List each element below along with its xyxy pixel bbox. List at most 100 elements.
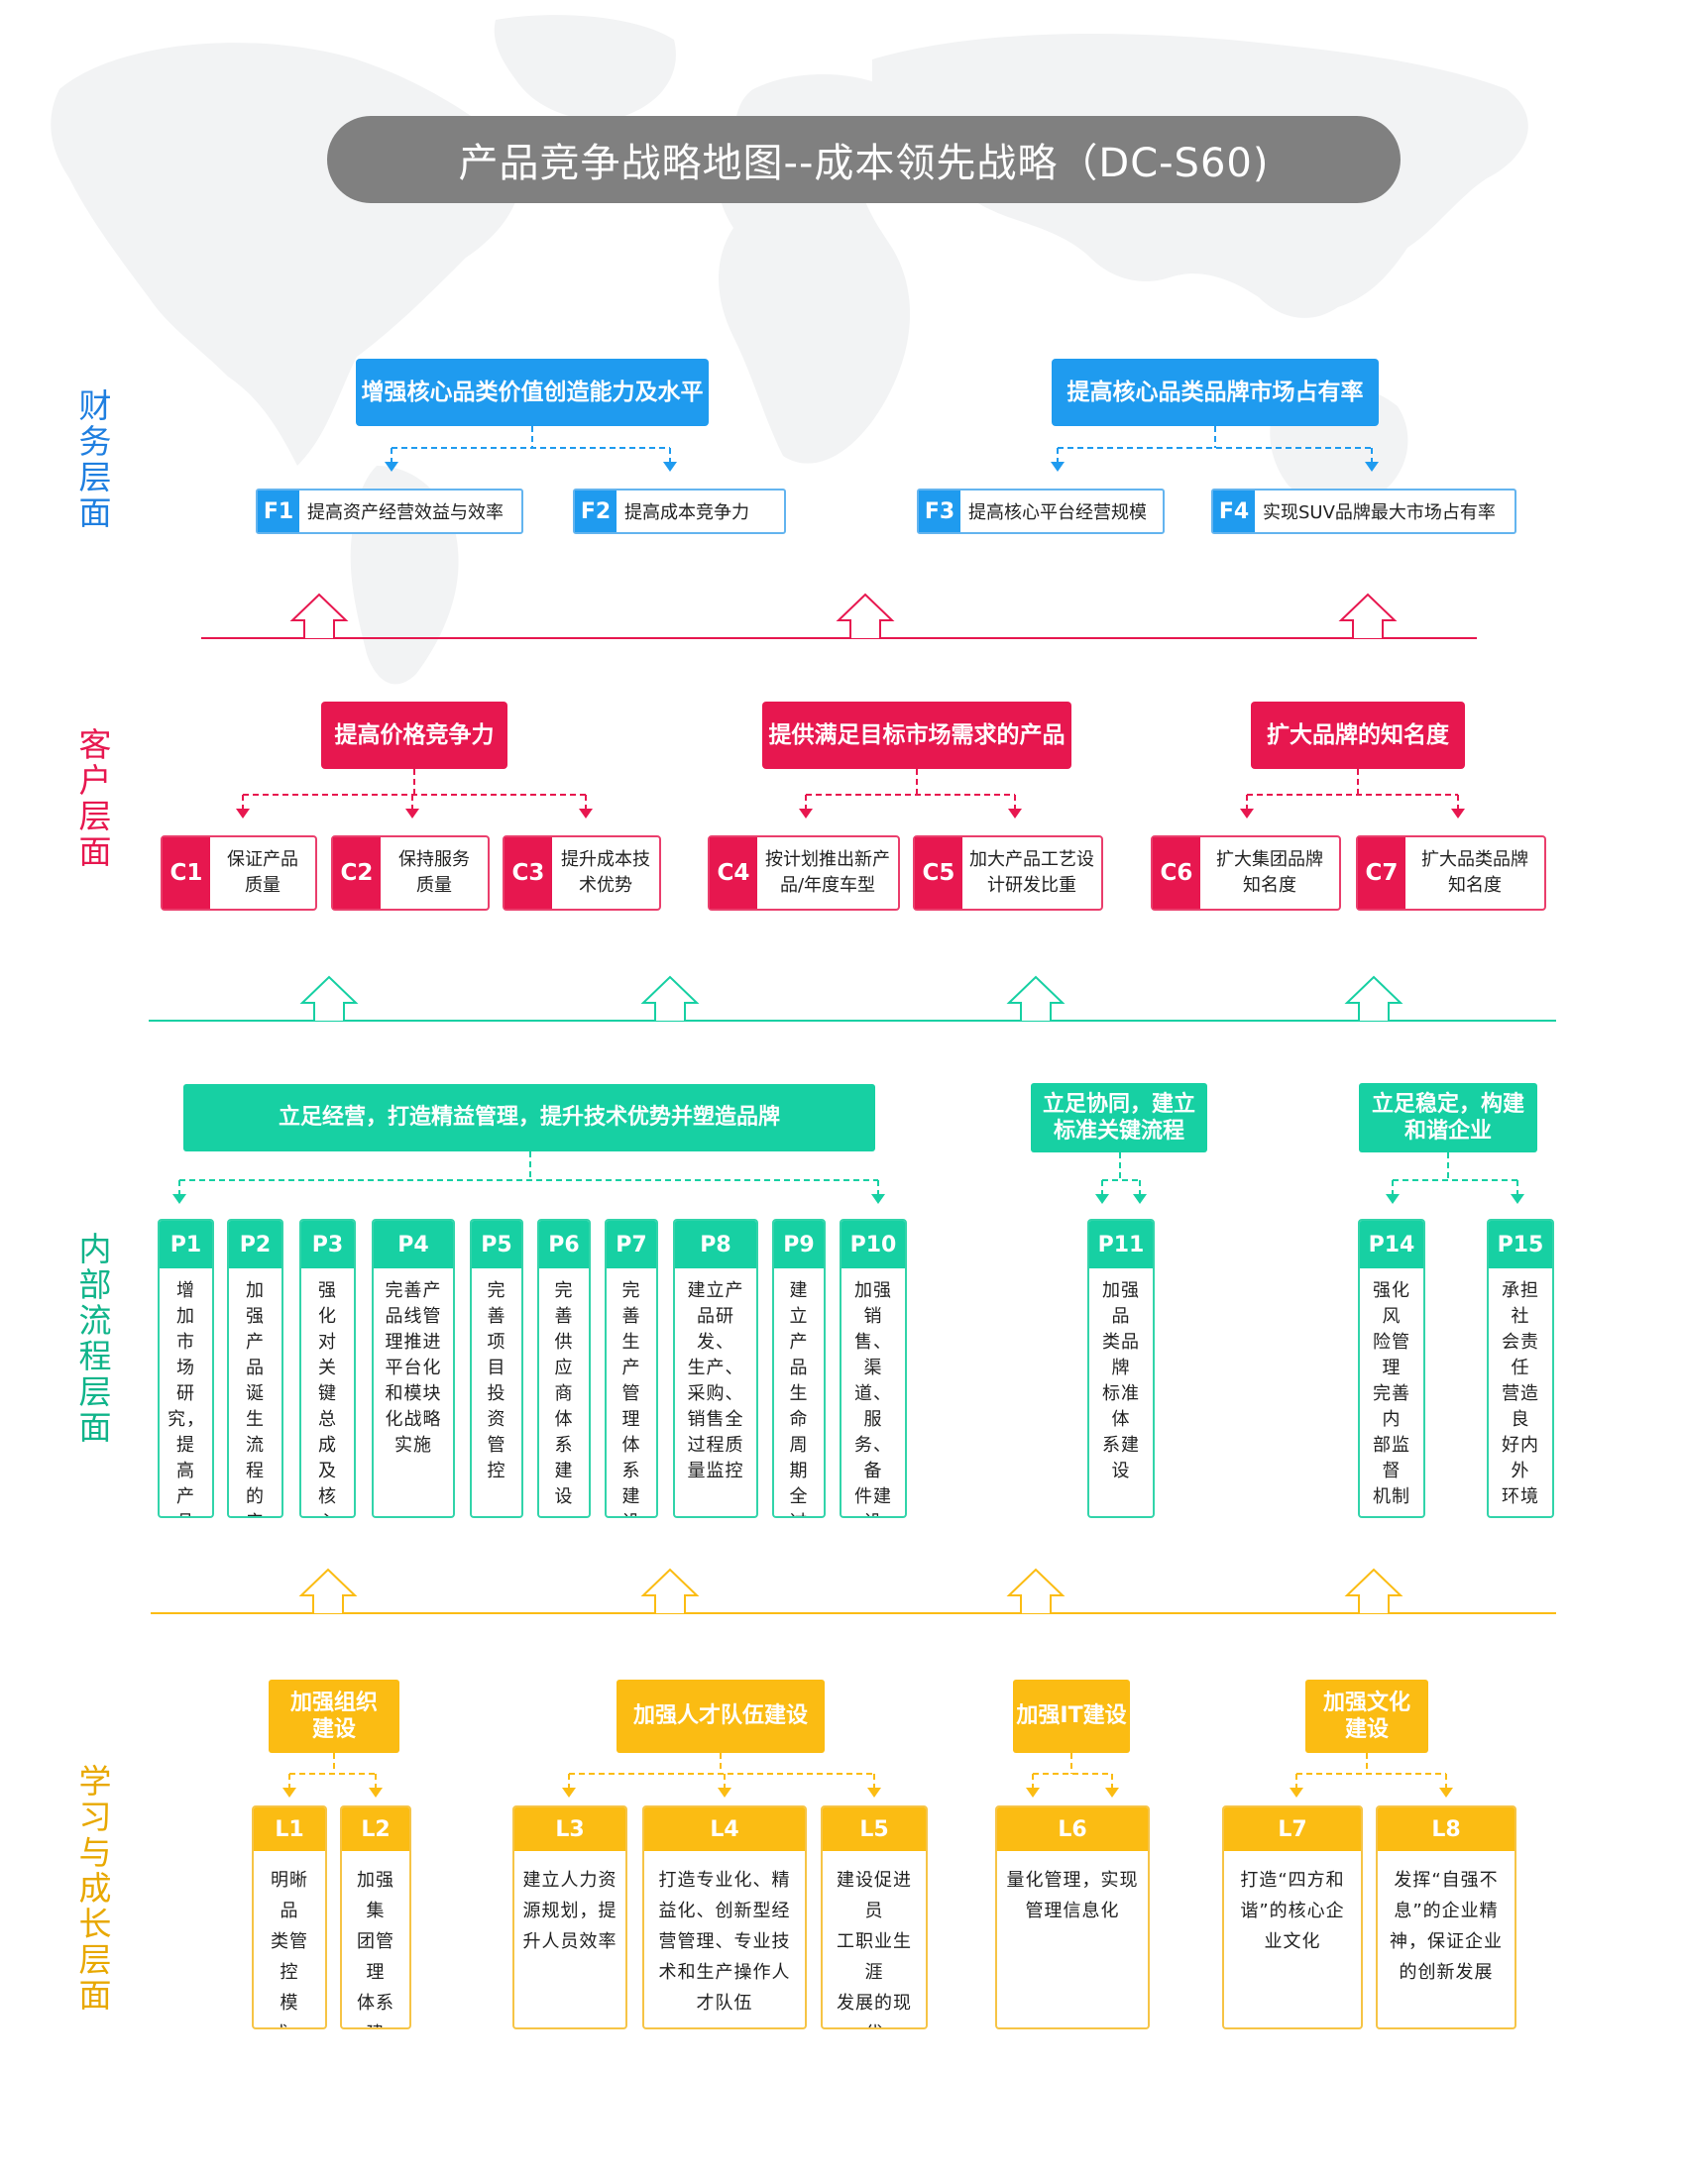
customer-item-code: C5 <box>915 837 962 909</box>
financial-item-label: 提高核心平台经营规模 <box>968 502 1147 523</box>
layer-label-char: 层 <box>78 1372 112 1411</box>
layer-label-char: 层 <box>78 1940 112 1979</box>
learning-item-code: L6 <box>997 1807 1148 1851</box>
connector-arrowhead <box>236 809 250 819</box>
learning-item-label: 打造专业化、精 益化、创新型经 营管理、专业技 术和生产操作人 才队伍 <box>658 1870 791 2014</box>
financial-item-code: F4 <box>1213 491 1255 532</box>
internal-item-p9: P9 建立 产品 生命 周期 全过 程成 本管 控 <box>772 1219 826 1518</box>
connector-arrowhead <box>799 809 813 819</box>
layer-label-char: 流 <box>78 1301 112 1340</box>
internal-item-p11: P11 加强品 类品牌 标准体 系建设 <box>1087 1219 1155 1518</box>
learning-item-code: L5 <box>823 1807 926 1851</box>
internal-item-p5: P5 完善 项目 投资 管控 <box>470 1219 523 1518</box>
internal-group-coordination: 立足协同，建立 标准关键流程 <box>1031 1083 1207 1152</box>
connector-arrowhead <box>1451 809 1465 819</box>
connector-arrowhead <box>1386 1194 1400 1204</box>
internal-item-p15: P15 承担社 会责任 营造良 好内外 环境 <box>1487 1219 1554 1518</box>
layer-label-char: 财 <box>78 386 112 425</box>
connector-arrowhead <box>1439 1788 1453 1798</box>
internal-item-code: P9 <box>774 1221 824 1268</box>
up-arrow-icon <box>1344 975 1403 1021</box>
layer-label-char: 面 <box>78 1408 112 1447</box>
learning-item-l3: L3 建立人力资 源规划，提 升人员效率 <box>512 1805 627 2029</box>
layer-label-char: 面 <box>78 493 112 532</box>
customer-item-c4: C4 按计划推出新产 品/年度车型 <box>708 835 900 911</box>
learning-item-label: 明晰品 类管控 模式， 提升管 理效率 <box>271 1870 308 2027</box>
internal-item-p3: P3 强化 对关 键总 成及 核心 资源 的掌 控 <box>299 1219 356 1518</box>
internal-item-p14: P14 强化风 险管理 完善内 部监督 机制 <box>1358 1219 1425 1518</box>
internal-item-code: P10 <box>842 1221 905 1268</box>
internal-item-code: P4 <box>374 1221 453 1268</box>
learning-item-code: L2 <box>342 1807 409 1851</box>
customer-item-code: C3 <box>505 837 552 909</box>
customer-group-brand: 扩大品牌的知名度 <box>1251 702 1465 769</box>
learning-item-code: L8 <box>1378 1807 1515 1851</box>
connector-arrowhead <box>1511 1194 1524 1204</box>
layer-label-char: 内 <box>78 1230 112 1268</box>
internal-item-label: 完善 项目 投资 管控 <box>487 1280 506 1481</box>
learning-item-l1: L1 明晰品 类管控 模式， 提升管 理效率 <box>252 1805 327 2029</box>
financial-item-f2: F2 提高成本竞争力 <box>573 489 786 534</box>
customer-item-code: C2 <box>333 837 381 909</box>
learning-item-l2: L2 加强集 团管理 体系建 设 <box>340 1805 411 2029</box>
internal-item-p8: P8 建立产 品研发、 生产、 采购、 销售全 过程质 量监控 <box>673 1219 758 1518</box>
customer-item-c7: C7 扩大品类品牌 知名度 <box>1356 835 1546 911</box>
layer-label-char: 与 <box>78 1833 112 1872</box>
layer-label-char: 长 <box>78 1905 112 1943</box>
learning-item-l7: L7 打造“四方和 谐”的核心企 业文化 <box>1222 1805 1363 2029</box>
world-map-background <box>51 15 1528 685</box>
customer-item-c5: C5 加大产品工艺设 计研发比重 <box>913 835 1103 911</box>
connector-arrowhead <box>1105 1788 1119 1798</box>
internal-item-code: P5 <box>472 1221 521 1268</box>
connector-arrowhead <box>1095 1194 1109 1204</box>
internal-item-label: 完善 供应 商体 系建 设 <box>554 1280 574 1507</box>
financial-item-code: F3 <box>919 491 960 532</box>
layer-label-char: 务 <box>78 422 112 461</box>
layer-label-char: 层 <box>78 797 112 835</box>
internal-item-label: 增加 市场 研究， 提高 产品 策划 能力 <box>168 1280 205 1516</box>
internal-item-code: P7 <box>607 1221 656 1268</box>
internal-item-label: 加强 产品 诞生 流程 的产 品项 目管 控能 力 <box>246 1280 265 1516</box>
connector-arrowhead <box>718 1788 731 1798</box>
customer-item-label: 提升成本技 术优势 <box>561 849 650 896</box>
customer-item-code: C1 <box>163 837 210 909</box>
layer-label-char: 习 <box>78 1798 112 1836</box>
learning-item-label: 量化管理，实现 管理信息化 <box>1006 1870 1139 1921</box>
connector-arrowhead <box>1240 809 1254 819</box>
connector-arrowhead <box>1008 809 1022 819</box>
layer-label-internal: 内部流程层面 <box>73 1232 117 1446</box>
learning-item-l6: L6 量化管理，实现 管理信息化 <box>995 1805 1150 2029</box>
learning-item-label: 建设促进员 工职业生涯 发展的现代 人力资源管 理体系 <box>837 1870 912 2027</box>
internal-item-code: P3 <box>301 1221 354 1268</box>
learning-group-talent: 加强人才队伍建设 <box>617 1680 825 1753</box>
learning-item-l4: L4 打造专业化、精 益化、创新型经 营管理、专业技 术和生产操作人 才队伍 <box>642 1805 807 2029</box>
internal-item-label: 建立产 品研发、 生产、 采购、 销售全 过程质 量监控 <box>687 1280 744 1481</box>
internal-item-p4: P4 完善产 品线管 理推进 平台化 和模块 化战略 实施 <box>372 1219 455 1518</box>
customer-item-code: C6 <box>1153 837 1200 909</box>
internal-item-code: P15 <box>1489 1221 1552 1268</box>
customer-item-label: 按计划推出新产 品/年度车型 <box>765 849 890 896</box>
connector-arrowhead <box>172 1194 186 1204</box>
layer-label-char: 成 <box>78 1869 112 1908</box>
connector-arrowhead <box>1290 1788 1303 1798</box>
financial-item-code: F2 <box>575 491 617 532</box>
connector-arrowhead <box>562 1788 576 1798</box>
connector-arrowhead <box>867 1788 881 1798</box>
learning-item-l8: L8 发挥“自强不 息”的企业精 神，保证企业 的创新发展 <box>1376 1805 1516 2029</box>
financial-item-f3: F3 提高核心平台经营规模 <box>917 489 1165 534</box>
up-arrow-icon <box>1006 1568 1066 1613</box>
customer-item-label: 扩大集团品牌 知名度 <box>1216 849 1323 896</box>
layer-label-char: 学 <box>78 1762 112 1801</box>
customer-item-c3: C3 提升成本技 术优势 <box>503 835 661 911</box>
learning-group-organization: 加强组织 建设 <box>269 1680 399 1753</box>
internal-item-code: P1 <box>160 1221 212 1268</box>
internal-item-p7: P7 完善 生产 管理 体系 建设 <box>605 1219 658 1518</box>
connector-arrowhead <box>1133 1194 1147 1204</box>
financial-item-label: 实现SUV品牌最大市场占有率 <box>1263 502 1496 523</box>
internal-item-p2: P2 加强 产品 诞生 流程 的产 品项 目管 控能 力 <box>227 1219 283 1518</box>
financial-item-label: 提高成本竞争力 <box>624 502 749 523</box>
connector-arrowhead <box>579 809 593 819</box>
learning-item-code: L3 <box>514 1807 625 1851</box>
internal-item-label: 加强品 类品牌 标准体 系建设 <box>1102 1280 1140 1481</box>
financial-item-label: 提高资产经营效益与效率 <box>307 502 504 523</box>
